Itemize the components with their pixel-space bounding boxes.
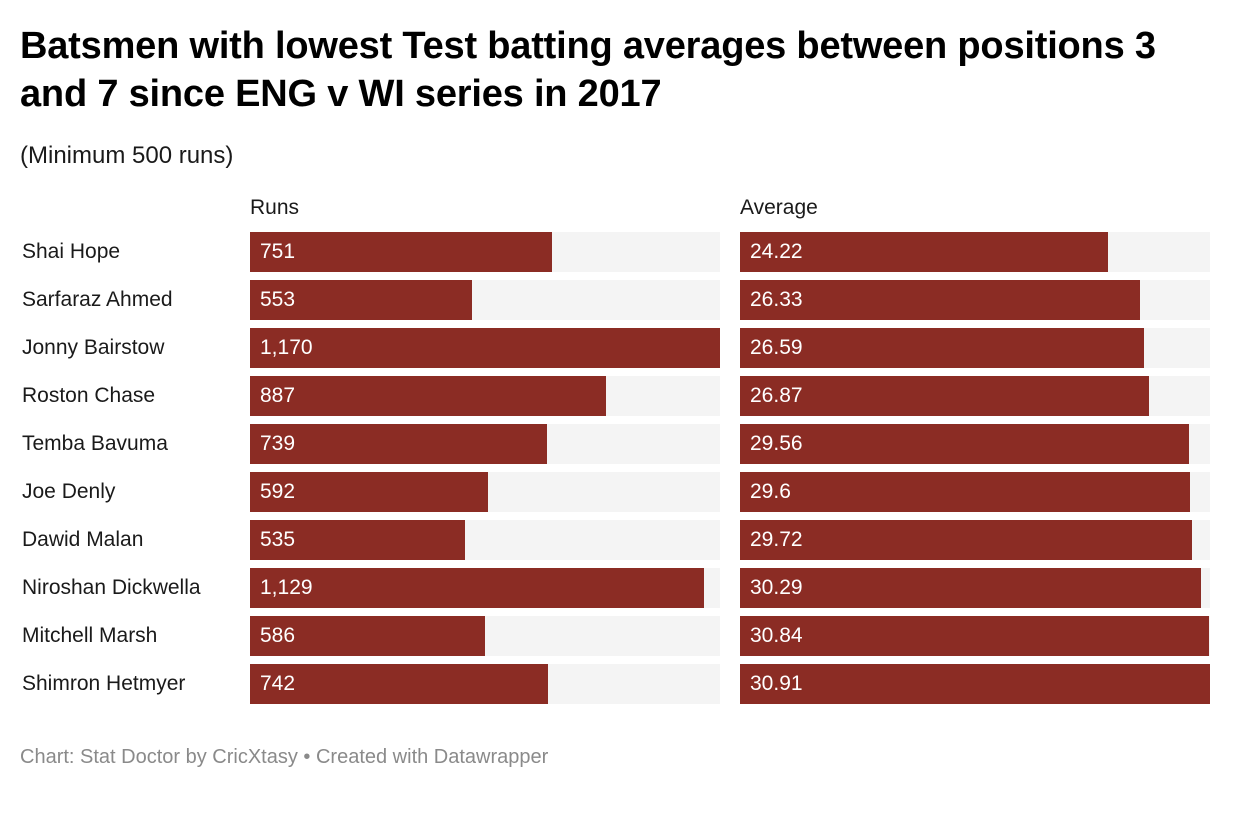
bar-track: 887 xyxy=(250,376,720,416)
average-value-label: 30.29 xyxy=(750,576,803,599)
chart-title: Batsmen with lowest Test batting average… xyxy=(20,25,1156,115)
average-bar xyxy=(740,232,1108,272)
average-value-label: 29.6 xyxy=(750,480,791,503)
row-label: Roston Chase xyxy=(22,384,156,407)
bar-track: 586 xyxy=(250,616,720,656)
bar-track: 26.59 xyxy=(740,328,1210,368)
average-value-label: 30.91 xyxy=(750,672,803,695)
average-value-label: 29.72 xyxy=(750,528,803,551)
row-label: Temba Bavuma xyxy=(22,432,168,455)
average-bar xyxy=(740,424,1189,464)
bar-track: 30.29 xyxy=(740,568,1210,608)
chart-footer: Chart: Stat Doctor by CricXtasy • Create… xyxy=(20,746,549,768)
runs-value-label: 887 xyxy=(260,384,296,407)
bar-track: 751 xyxy=(250,232,720,272)
row-label: Niroshan Dickwella xyxy=(22,576,201,599)
runs-bar xyxy=(250,424,547,464)
bar-track: 553 xyxy=(250,280,720,320)
runs-bar xyxy=(250,232,552,272)
average-bar xyxy=(740,664,1210,704)
row-label: Sarfaraz Ahmed xyxy=(22,288,173,311)
row-label: Shai Hope xyxy=(22,240,121,263)
runs-bar xyxy=(250,376,606,416)
average-bar xyxy=(740,376,1149,416)
runs-bar xyxy=(250,616,485,656)
bar-track: 30.84 xyxy=(740,616,1210,656)
row-label: Mitchell Marsh xyxy=(22,624,158,647)
average-column-header: Average xyxy=(740,196,818,219)
runs-bar xyxy=(250,472,488,512)
runs-value-label: 553 xyxy=(260,288,296,311)
runs-value-label: 739 xyxy=(260,432,296,455)
average-bar xyxy=(740,616,1209,656)
average-bar xyxy=(740,280,1140,320)
average-bar xyxy=(740,472,1190,512)
runs-value-label: 592 xyxy=(260,480,296,503)
runs-value-label: 535 xyxy=(260,528,296,551)
bar-track: 24.22 xyxy=(740,232,1210,272)
average-value-label: 26.59 xyxy=(750,336,803,359)
bar-track: 29.56 xyxy=(740,424,1210,464)
bar-track: 592 xyxy=(250,472,720,512)
runs-bar xyxy=(250,280,472,320)
runs-bar xyxy=(250,664,548,704)
average-value-label: 30.84 xyxy=(750,624,803,647)
average-value-label: 29.56 xyxy=(750,432,803,455)
average-bar xyxy=(740,568,1201,608)
bar-track: 1,170 xyxy=(250,328,720,368)
runs-value-label: 742 xyxy=(260,672,296,695)
row-label: Joe Denly xyxy=(22,480,116,503)
average-bar xyxy=(740,520,1192,560)
runs-value-label: 751 xyxy=(260,240,296,263)
row-label: Jonny Bairstow xyxy=(22,336,165,359)
bar-track: 1,129 xyxy=(250,568,720,608)
runs-value-label: 1,170 xyxy=(260,336,313,359)
chart-subtitle: (Minimum 500 runs) xyxy=(20,142,234,169)
bar-track: 26.33 xyxy=(740,280,1210,320)
runs-column-header: Runs xyxy=(250,196,300,219)
average-value-label: 26.33 xyxy=(750,288,803,311)
average-bar xyxy=(740,328,1144,368)
bar-track: 739 xyxy=(250,424,720,464)
bar-track: 535 xyxy=(250,520,720,560)
bar-track: 26.87 xyxy=(740,376,1210,416)
bar-track: 29.6 xyxy=(740,472,1210,512)
runs-value-label: 1,129 xyxy=(260,576,313,599)
average-value-label: 26.87 xyxy=(750,384,803,407)
row-label: Dawid Malan xyxy=(22,528,144,551)
runs-bar xyxy=(250,328,720,368)
row-label: Shimron Hetmyer xyxy=(22,672,186,695)
bar-track: 30.91 xyxy=(740,664,1210,704)
average-value-label: 24.22 xyxy=(750,240,803,263)
runs-bar xyxy=(250,568,704,608)
runs-value-label: 586 xyxy=(260,624,296,647)
bar-track: 742 xyxy=(250,664,720,704)
runs-bar xyxy=(250,520,465,560)
bar-track: 29.72 xyxy=(740,520,1210,560)
